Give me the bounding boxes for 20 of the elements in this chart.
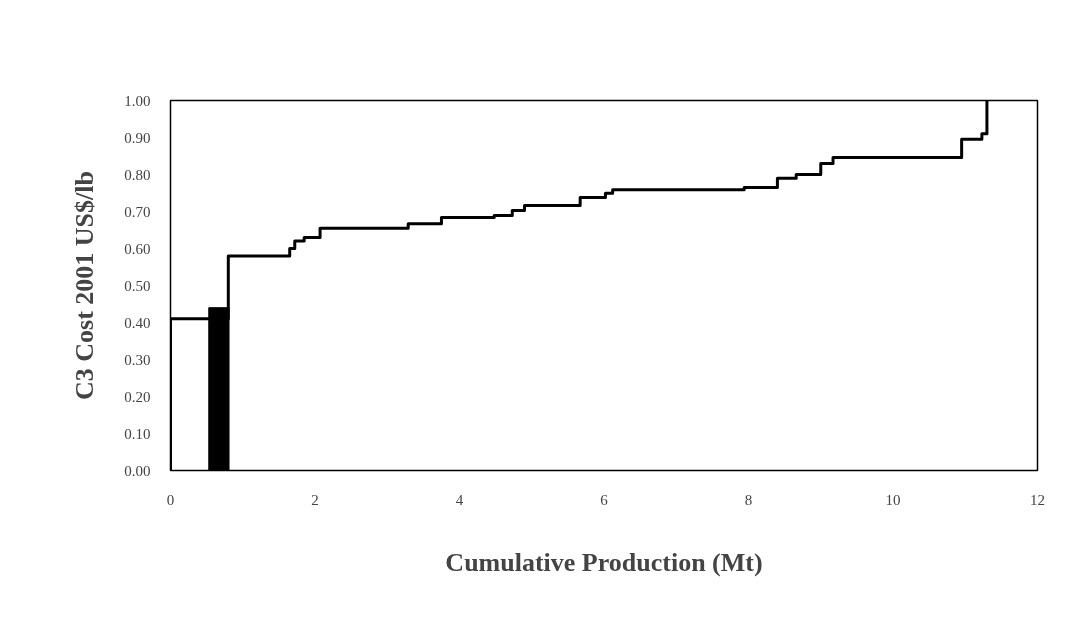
y-tick-label: 1.00 (124, 92, 151, 109)
x-tick-label: 10 (885, 491, 901, 508)
y-tick-label: 0.40 (124, 314, 151, 331)
x-axis-title: Cumulative Production (Mt) (445, 547, 763, 577)
y-tick-label: 0.60 (124, 240, 151, 257)
y-tick-label: 0.10 (124, 425, 151, 442)
x-tick-label: 6 (600, 491, 609, 508)
x-tick-label: 4 (455, 491, 464, 508)
y-tick-label: 0.70 (124, 203, 151, 220)
x-tick-label: 12 (1030, 491, 1045, 508)
x-tick-label: 8 (744, 491, 753, 508)
y-tick-label: 0.00 (124, 462, 151, 479)
y-tick-label: 0.80 (124, 166, 151, 183)
y-tick-label: 0.20 (124, 388, 151, 405)
x-tick-label: 0 (166, 491, 175, 508)
y-tick-label: 0.50 (124, 277, 151, 294)
x-tick-label: 2 (311, 491, 319, 508)
y-tick-label: 0.30 (124, 351, 151, 368)
y-tick-label: 0.90 (124, 129, 151, 146)
y-axis-title: C3 Cost 2001 US$/lb (70, 171, 100, 400)
